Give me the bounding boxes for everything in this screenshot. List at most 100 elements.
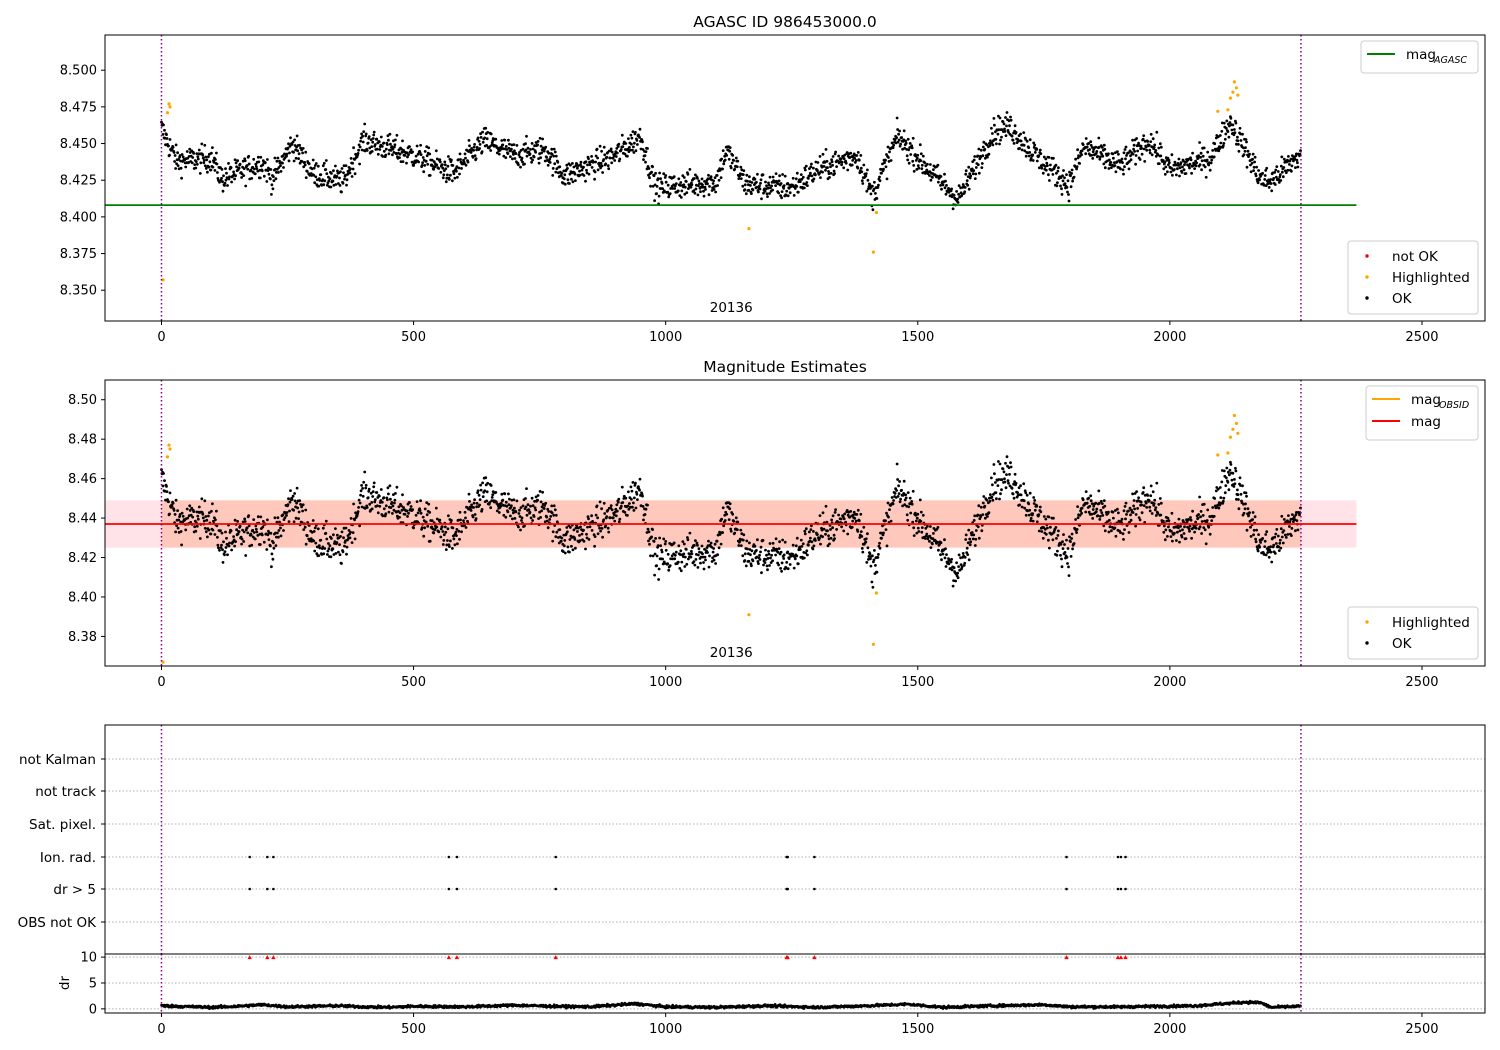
ok-point [996, 132, 1000, 136]
ok-point [398, 511, 402, 514]
ok-point [1061, 179, 1065, 183]
ok-point [240, 537, 244, 541]
ok-point [910, 502, 914, 506]
ok-point [792, 194, 796, 197]
ok-point [649, 554, 652, 558]
ok-point [1231, 123, 1235, 127]
ok-point [777, 563, 780, 567]
ok-point [525, 487, 528, 490]
ok-point [1288, 163, 1291, 166]
ok-point [758, 184, 761, 188]
ok-point [728, 146, 732, 150]
ok-point [277, 529, 281, 532]
y-tick-label: 8.375 [60, 247, 97, 262]
ok-point [455, 528, 459, 531]
ok-point [775, 547, 778, 551]
ok-point [876, 556, 880, 559]
flag-marker [272, 887, 275, 891]
ok-point [288, 151, 291, 155]
ok-point [566, 545, 570, 549]
ok-point [782, 553, 786, 557]
ok-point [229, 166, 233, 170]
ok-point [258, 176, 262, 180]
ok-point [653, 199, 656, 203]
ok-point [1279, 527, 1283, 531]
ok-point [901, 504, 904, 508]
highlighted-point [1228, 96, 1232, 100]
ok-point [337, 182, 340, 185]
highlighted-point [1236, 431, 1240, 435]
highlighted-point [1234, 421, 1238, 425]
ok-point [296, 506, 299, 510]
ok-point [1190, 171, 1193, 175]
x-tick-label: 1000 [649, 675, 682, 690]
ok-point [1046, 526, 1049, 530]
ok-point [450, 519, 453, 522]
ok-point [1239, 492, 1243, 496]
ok-point [877, 553, 880, 556]
ok-point [744, 564, 748, 568]
ok-point [1241, 484, 1244, 488]
ok-point [176, 164, 180, 168]
ok-point [832, 169, 836, 173]
ok-point [216, 535, 219, 539]
ok-point [489, 484, 493, 487]
ok-point [824, 504, 828, 508]
ok-point [237, 166, 241, 170]
ok-point [805, 549, 809, 553]
ok-point [1076, 505, 1079, 508]
ok-point [1170, 511, 1174, 515]
ok-point [387, 152, 391, 156]
ok-point [192, 152, 196, 155]
ok-point [1022, 499, 1026, 503]
ok-point [1184, 172, 1188, 175]
ok-point [1183, 525, 1186, 529]
ok-point [1070, 537, 1073, 540]
ok-point [897, 138, 901, 142]
ok-point [944, 547, 947, 551]
ok-point [696, 193, 700, 197]
ok-point [406, 155, 409, 159]
ok-point [216, 171, 219, 174]
ok-point [694, 187, 698, 191]
legend-line-label: mag [1406, 47, 1436, 63]
y-tick-label: 8.400 [60, 210, 97, 225]
ok-point [218, 548, 221, 552]
ok-point [871, 208, 875, 212]
ok-point [598, 500, 602, 504]
ok-point [533, 499, 536, 503]
ok-point [1029, 517, 1033, 520]
ok-point [304, 542, 308, 546]
ok-point [1294, 529, 1297, 533]
ok-point [300, 505, 303, 509]
ok-point [701, 552, 704, 556]
ok-point [1140, 147, 1143, 150]
ok-point [289, 489, 292, 492]
ok-point [1003, 127, 1006, 131]
ok-point [718, 169, 722, 172]
ok-point [265, 180, 269, 183]
ok-point [373, 500, 377, 504]
ok-point [211, 502, 214, 506]
ok-point [1159, 154, 1163, 158]
ok-point [1147, 499, 1151, 502]
ok-point [1122, 509, 1126, 513]
ok-point [474, 517, 478, 521]
ok-point [1069, 174, 1072, 178]
ok-point [1009, 465, 1013, 469]
ok-point [1226, 130, 1230, 134]
ok-point [765, 184, 768, 188]
ok-point [594, 154, 598, 158]
ok-point [1131, 152, 1135, 156]
ok-point [621, 145, 625, 149]
ok-point [191, 515, 195, 519]
ok-point [873, 549, 876, 552]
ok-point [703, 555, 707, 559]
ok-point [708, 554, 711, 558]
ok-point [1221, 499, 1225, 503]
ok-point [472, 501, 476, 505]
ok-point [966, 541, 970, 545]
ok-point [1008, 484, 1012, 488]
ok-point [194, 160, 198, 164]
ok-point [513, 506, 516, 510]
